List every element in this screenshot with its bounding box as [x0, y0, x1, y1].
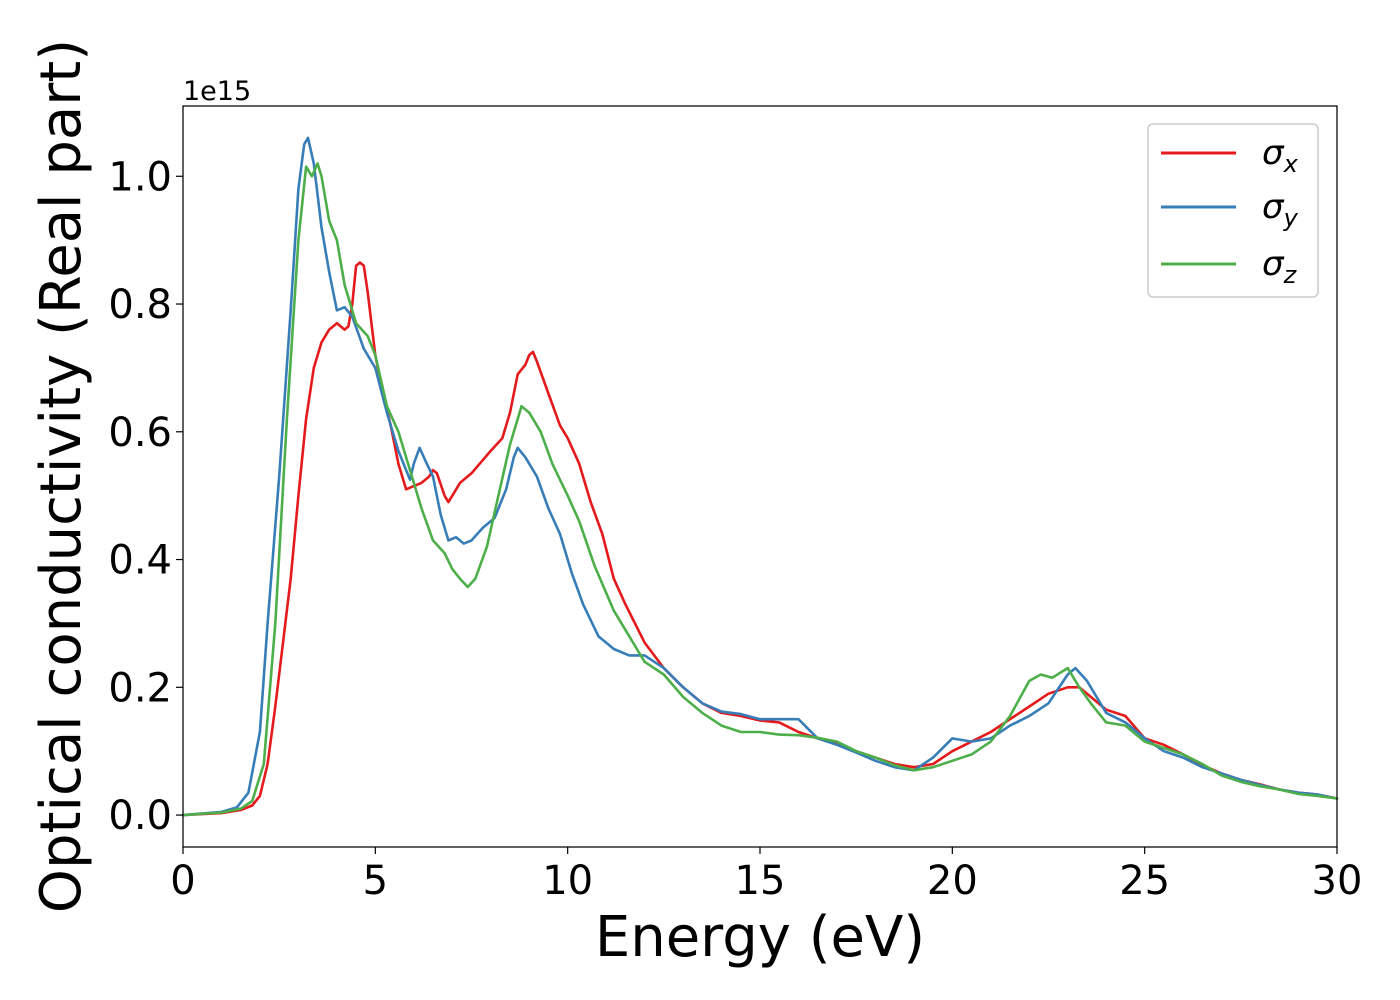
- series-layer: [181, 136, 1339, 817]
- x-tick-label: 25: [1119, 858, 1170, 904]
- x-tick-label: 15: [735, 858, 786, 904]
- legend-box: [1147, 123, 1319, 298]
- y-tick-label: 0.6: [108, 410, 172, 456]
- x-axis: 0 5 10 15 20 25 30: [170, 847, 1362, 904]
- y-axis: 0.0 0.2 0.4 0.6 0.8 1.0: [108, 154, 183, 839]
- y-tick-label: 0.0: [108, 793, 172, 839]
- x-tick-label: 10: [542, 858, 593, 904]
- y-multiplier-label: 1e15: [183, 76, 251, 107]
- x-tick-label: 0: [170, 858, 195, 904]
- x-tick-label: 20: [927, 858, 978, 904]
- x-axis-label: Energy (eV): [595, 905, 925, 970]
- legend-label-z: σz: [1262, 244, 1298, 289]
- legend-entries: σx σy σz: [1161, 133, 1299, 289]
- x-tick-label: 5: [363, 858, 388, 904]
- y-tick-label: 0.4: [108, 538, 172, 584]
- y-tick-label: 0.8: [108, 282, 172, 328]
- legend: σx σy σz: [1147, 123, 1319, 298]
- x-tick-label: 30: [1312, 858, 1363, 904]
- y-axis-label: Optical conductivity (Real part): [29, 39, 94, 913]
- y-tick-label: 1.0: [108, 154, 172, 200]
- series-line-z: [181, 162, 1339, 817]
- series-line-x: [181, 261, 1339, 817]
- series-line-y: [181, 136, 1339, 817]
- y-tick-label: 0.2: [108, 665, 172, 711]
- legend-label-x: σx: [1262, 133, 1299, 178]
- legend-label-y: σy: [1262, 187, 1299, 232]
